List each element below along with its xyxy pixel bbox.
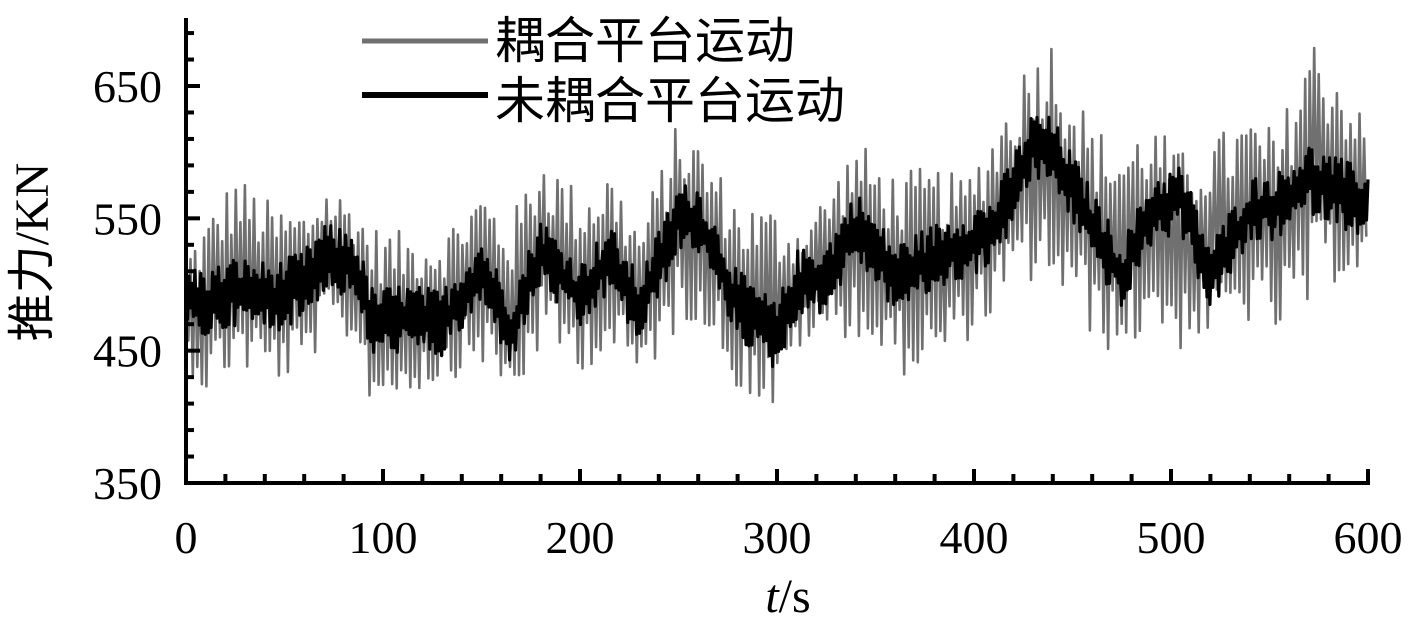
tick-labels: 0 100 200 300 400 500 600 350 450 550 650 (93, 61, 1403, 563)
x-tick-label: 600 (1334, 512, 1403, 563)
y-tick-label: 550 (93, 193, 162, 244)
x-tick-label: 0 (175, 512, 198, 563)
legend-label-coupled: 耦合平台运动 (495, 13, 795, 69)
series-layer (184, 46, 1370, 404)
ticks (184, 31, 1370, 485)
y-tick-label: 350 (93, 458, 162, 509)
y-tick-label: 650 (93, 61, 162, 112)
x-axis-unit: /s (779, 570, 811, 623)
y-axis-title: 推力/KN (6, 163, 59, 342)
x-tick-label: 500 (1137, 512, 1206, 563)
x-tick-label: 200 (546, 512, 615, 563)
x-axis-title: t/s (765, 570, 810, 623)
x-axis-symbol: t (765, 570, 780, 623)
legend: 耦合平台运动 未耦合平台运动 (362, 13, 845, 129)
x-tick-label: 400 (940, 512, 1009, 563)
x-tick-label: 300 (743, 512, 812, 563)
x-tick-label: 100 (349, 512, 418, 563)
legend-label-uncoupled: 未耦合平台运动 (495, 73, 845, 129)
series-line-uncoupled (184, 115, 1370, 369)
y-tick-label: 450 (93, 326, 162, 377)
